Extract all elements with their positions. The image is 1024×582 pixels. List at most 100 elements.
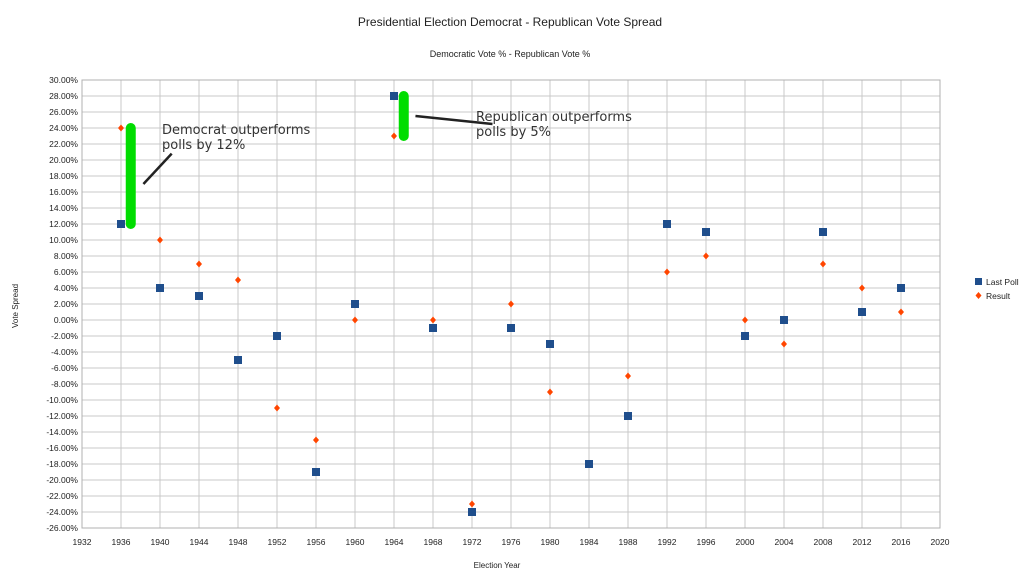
result-point [235, 276, 241, 284]
callout-line [142, 152, 173, 185]
last-poll-point [585, 460, 593, 468]
result-point [547, 388, 553, 396]
last-poll-point [897, 284, 905, 292]
y-tick-label: 30.00% [49, 75, 78, 85]
result-point [898, 308, 904, 316]
y-tick-label: 20.00% [49, 155, 78, 165]
result-point [391, 132, 397, 140]
last-poll-point [858, 308, 866, 316]
last-poll-point [195, 292, 203, 300]
x-tick-label: 1976 [502, 537, 521, 547]
last-poll-point [351, 300, 359, 308]
result-point [508, 300, 514, 308]
result-point [118, 124, 124, 132]
x-tick-label: 2008 [814, 537, 833, 547]
last-poll-point [741, 332, 749, 340]
y-tick-label: -22.00% [46, 491, 78, 501]
y-tick-label: 18.00% [49, 171, 78, 181]
chart-subtitle: Democratic Vote % - Republican Vote % [430, 49, 591, 59]
y-tick-label: -10.00% [46, 395, 78, 405]
x-tick-label: 1952 [268, 537, 287, 547]
last-poll-point [624, 412, 632, 420]
x-tick-label: 2016 [892, 537, 911, 547]
x-tick-label: 1948 [229, 537, 248, 547]
result-point [859, 284, 865, 292]
y-tick-label: -12.00% [46, 411, 78, 421]
last-poll-point [117, 220, 125, 228]
callout-line [415, 114, 493, 126]
result-point [274, 404, 280, 412]
last-poll-point [156, 284, 164, 292]
annotation-text: Democrat outperforms [162, 123, 311, 138]
last-poll-point [234, 356, 242, 364]
y-tick-label: 2.00% [54, 299, 79, 309]
legend-label: Last Poll [986, 277, 1019, 287]
x-tick-label: 1992 [658, 537, 677, 547]
y-tick-label: 4.00% [54, 283, 79, 293]
result-point [664, 268, 670, 276]
result-point [703, 252, 709, 260]
x-tick-label: 1968 [424, 537, 443, 547]
x-tick-label: 1964 [385, 537, 404, 547]
y-tick-label: 16.00% [49, 187, 78, 197]
x-tick-label: 1960 [346, 537, 365, 547]
y-tick-label: 12.00% [49, 219, 78, 229]
result-point [742, 316, 748, 324]
chart-title: Presidential Election Democrat - Republi… [358, 15, 662, 29]
y-tick-label: -24.00% [46, 507, 78, 517]
result-point [313, 436, 319, 444]
y-tick-label: -26.00% [46, 523, 78, 533]
last-poll-point [663, 220, 671, 228]
y-tick-label: 24.00% [49, 123, 78, 133]
y-tick-label: -14.00% [46, 427, 78, 437]
x-tick-label: 1996 [697, 537, 716, 547]
last-poll-point [273, 332, 281, 340]
y-tick-label: 26.00% [49, 107, 78, 117]
y-tick-label: 10.00% [49, 235, 78, 245]
x-tick-label: 1956 [307, 537, 326, 547]
result-point [781, 340, 787, 348]
last-poll-point [780, 316, 788, 324]
result-point [469, 500, 475, 508]
y-tick-label: 0.00% [54, 315, 79, 325]
y-tick-label: 14.00% [49, 203, 78, 213]
x-tick-label: 2004 [775, 537, 794, 547]
y-tick-label: -6.00% [51, 363, 78, 373]
x-tick-label: 1988 [619, 537, 638, 547]
last-poll-point [468, 508, 476, 516]
x-tick-label: 1940 [151, 537, 170, 547]
y-axis-label: Vote Spread [11, 284, 20, 328]
legend-item: Result [975, 291, 1011, 301]
y-tick-label: -2.00% [51, 331, 78, 341]
y-tick-label: -8.00% [51, 379, 78, 389]
result-point [157, 236, 163, 244]
last-poll-point [390, 92, 398, 100]
x-tick-labels: 1932 1936 1940 1944 1948 1952 1956 1960 1964 1968… [73, 537, 950, 547]
y-tick-label: 6.00% [54, 267, 79, 277]
y-tick-label: -18.00% [46, 459, 78, 469]
y-tick-label: -20.00% [46, 475, 78, 485]
x-tick-label: 1932 [73, 537, 92, 547]
x-tick-label: 1936 [112, 537, 131, 547]
y-tick-label: -4.00% [51, 347, 78, 357]
annotation-text: polls by 5% [476, 125, 551, 140]
y-tick-label: 22.00% [49, 139, 78, 149]
last-poll-point [819, 228, 827, 236]
annotation-text: polls by 12% [162, 138, 245, 153]
x-tick-label: 1984 [580, 537, 599, 547]
x-tick-label: 1980 [541, 537, 560, 547]
result-point [352, 316, 358, 324]
last-poll-point [507, 324, 515, 332]
grid [81, 79, 941, 529]
legend-diamond-icon [975, 292, 982, 299]
x-tick-label: 1972 [463, 537, 482, 547]
legend: Last Poll Result [975, 277, 1019, 301]
legend-square-icon [975, 278, 982, 285]
result-point [625, 372, 631, 380]
y-tick-label: 8.00% [54, 251, 79, 261]
x-tick-label: 2020 [931, 537, 950, 547]
last-poll-point [702, 228, 710, 236]
